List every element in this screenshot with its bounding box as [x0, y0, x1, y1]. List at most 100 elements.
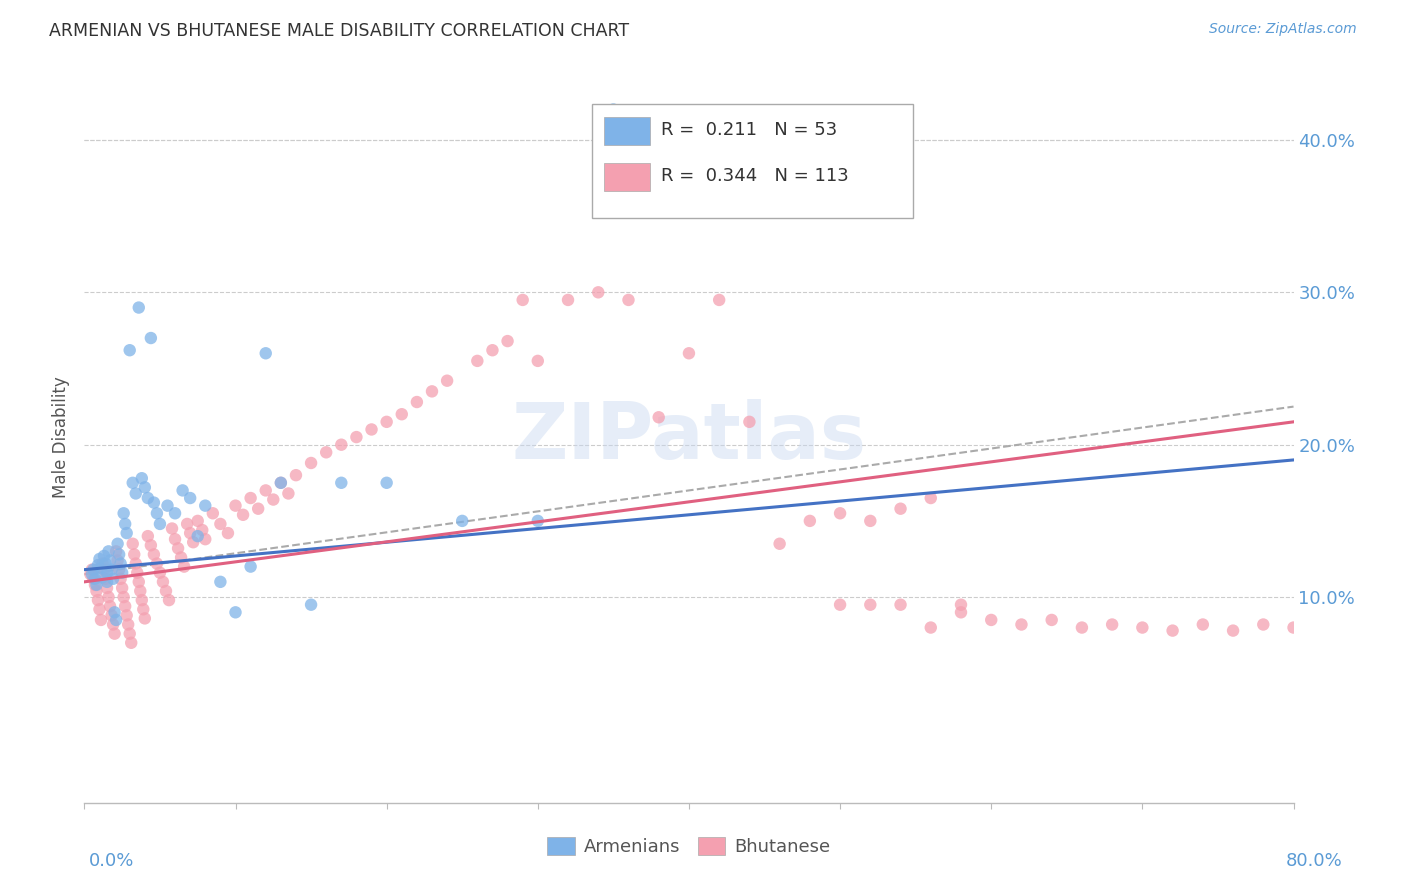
Point [146, 557, 169, 571]
Point [94, 572, 117, 586]
Point [90, 613, 112, 627]
Point [1071, 621, 1094, 635]
Point [134, 480, 156, 494]
Text: ARMENIAN VS BHUTANESE MALE DISABILITY CORRELATION CHART: ARMENIAN VS BHUTANESE MALE DISABILITY CO… [49, 22, 630, 40]
Point [111, 566, 134, 580]
Point [128, 574, 150, 589]
Point [254, 483, 277, 498]
Point [80, 563, 103, 577]
Point [121, 537, 143, 551]
Point [94, 557, 117, 571]
Point [859, 598, 882, 612]
Point [91, 570, 114, 584]
Point [406, 395, 429, 409]
Point [101, 617, 124, 632]
Point [108, 563, 131, 577]
Point [131, 471, 153, 485]
Point [80, 567, 103, 582]
Point [104, 626, 127, 640]
Point [93, 563, 115, 577]
Point [769, 537, 792, 551]
Point [481, 343, 503, 358]
Point [87, 593, 110, 607]
Point [160, 521, 183, 535]
Point [232, 508, 254, 522]
Point [1040, 613, 1063, 627]
Point [167, 541, 190, 556]
Point [110, 557, 132, 571]
Point [86, 584, 108, 599]
Point [360, 422, 382, 436]
Point [225, 605, 247, 619]
Point [299, 598, 322, 612]
Point [799, 514, 821, 528]
Point [101, 572, 124, 586]
Point [270, 475, 292, 490]
Point [117, 617, 139, 632]
Point [1161, 624, 1184, 638]
Point [129, 584, 152, 599]
Point [527, 354, 550, 368]
Point [149, 516, 172, 531]
Point [920, 491, 942, 505]
Point [170, 550, 193, 565]
Point [98, 599, 121, 614]
Point [950, 605, 973, 619]
Point [179, 491, 201, 505]
Point [96, 566, 118, 580]
Point [217, 526, 239, 541]
Point [648, 410, 671, 425]
Point [1222, 624, 1244, 638]
Point [254, 346, 277, 360]
Point [299, 456, 322, 470]
Point [451, 514, 474, 528]
Point [155, 584, 177, 599]
Point [436, 374, 458, 388]
Text: 80.0%: 80.0% [1286, 852, 1343, 870]
Point [120, 636, 142, 650]
Point [105, 613, 128, 627]
Point [172, 483, 194, 498]
Point [890, 501, 912, 516]
Point [165, 532, 187, 546]
Point [89, 552, 111, 566]
Point [270, 475, 292, 490]
Point [375, 415, 398, 429]
Point [152, 574, 174, 589]
Point [588, 285, 610, 300]
Point [890, 598, 912, 612]
FancyBboxPatch shape [592, 104, 912, 218]
Point [121, 475, 143, 490]
Point [107, 553, 129, 567]
Point [100, 608, 122, 623]
Legend: Armenians, Bhutanese: Armenians, Bhutanese [540, 830, 838, 863]
Point [131, 593, 153, 607]
Point [512, 293, 534, 307]
Text: R =  0.211   N = 53: R = 0.211 N = 53 [661, 121, 838, 139]
Point [709, 293, 731, 307]
Point [110, 572, 132, 586]
Point [118, 626, 141, 640]
Point [1253, 617, 1275, 632]
Point [112, 590, 135, 604]
Point [173, 559, 195, 574]
Point [114, 599, 136, 614]
Point [127, 566, 149, 580]
Point [225, 499, 247, 513]
Point [142, 548, 165, 562]
Point [346, 430, 368, 444]
Text: R =  0.344   N = 113: R = 0.344 N = 113 [661, 167, 849, 185]
Point [285, 468, 308, 483]
Point [128, 301, 150, 315]
Point [125, 486, 148, 500]
Point [1282, 621, 1305, 635]
Point [191, 523, 214, 537]
Point [602, 103, 624, 117]
Point [830, 598, 852, 612]
Point [125, 557, 148, 571]
Point [82, 563, 104, 577]
Point [181, 535, 204, 549]
Point [136, 491, 159, 505]
Point [1101, 617, 1123, 632]
Point [738, 415, 761, 429]
